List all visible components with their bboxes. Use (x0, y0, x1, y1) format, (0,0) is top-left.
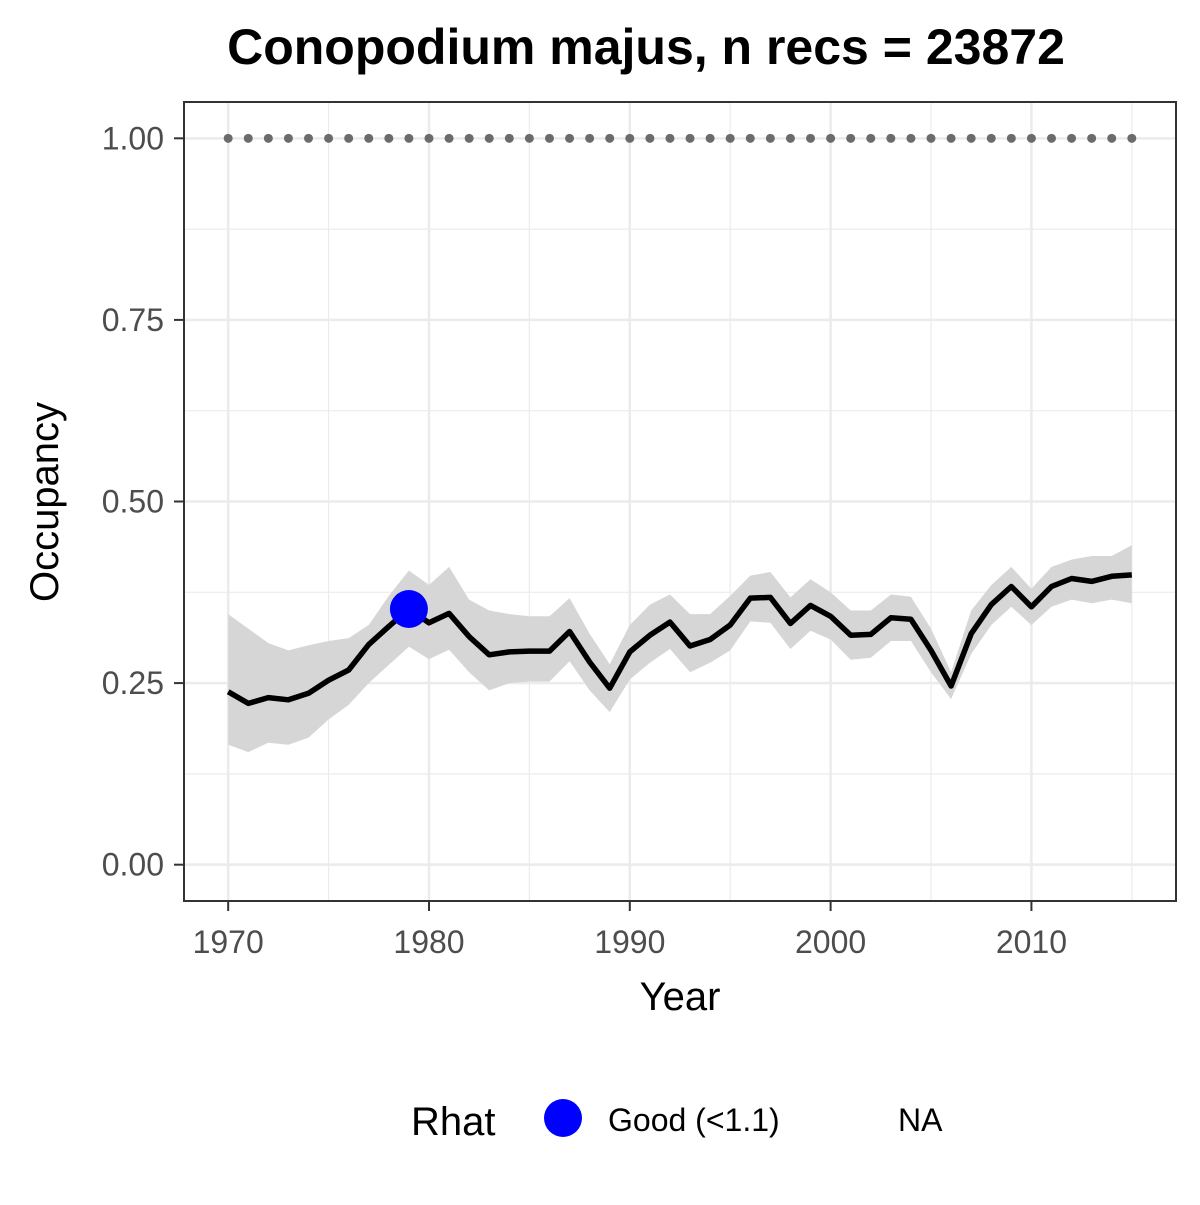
reference-dot (1087, 133, 1097, 143)
reference-dot (444, 133, 454, 143)
reference-dot (665, 133, 675, 143)
reference-dot (424, 133, 434, 143)
reference-dot (745, 133, 755, 143)
reference-dot (946, 133, 956, 143)
y-tick-label: 1.00 (102, 120, 164, 156)
reference-dot (886, 133, 896, 143)
reference-dot (404, 133, 414, 143)
reference-dot (765, 133, 775, 143)
reference-dot (645, 133, 655, 143)
reference-dot (1046, 133, 1056, 143)
reference-dot (263, 133, 273, 143)
reference-dot (986, 133, 996, 143)
x-tick-label: 1990 (594, 924, 665, 960)
x-axis-title: Year (640, 975, 721, 1019)
reference-dot (926, 133, 936, 143)
reference-dot (484, 133, 494, 143)
axis-layer: 0.00 0.25 0.50 0.75 1.00 1970 1980 1990 2000 2010 (102, 120, 1067, 960)
y-tick-label: 0.75 (102, 302, 164, 338)
reference-dot (585, 133, 595, 143)
reference-dot (725, 133, 735, 143)
reference-dot (785, 133, 795, 143)
reference-dot (504, 133, 514, 143)
y-tick-label: 0.25 (102, 665, 164, 701)
reference-dot (544, 133, 554, 143)
reference-dot (283, 133, 293, 143)
line-layer (226, 572, 1132, 707)
rhat-good-point (389, 590, 428, 629)
legend-label-good: Good (<1.1) (608, 1102, 780, 1138)
grid-layer (184, 102, 1176, 901)
reference-layer (223, 133, 1137, 143)
reference-dot (344, 133, 354, 143)
legend-title: Rhat (411, 1100, 496, 1144)
point-layer (389, 590, 428, 629)
reference-dot (464, 133, 474, 143)
reference-dot (866, 133, 876, 143)
reference-dot (324, 133, 334, 143)
reference-dot (1127, 133, 1137, 143)
y-axis-title: Occupancy (23, 402, 67, 602)
occupancy-line (226, 572, 1132, 707)
reference-dot (846, 133, 856, 143)
reference-dot (625, 133, 635, 143)
reference-dot (705, 133, 715, 143)
reference-dot (223, 133, 233, 143)
legend-label-na: NA (898, 1102, 943, 1138)
reference-dot (966, 133, 976, 143)
x-tick-label: 2010 (996, 924, 1067, 960)
credible-interval-ribbon (228, 545, 1132, 753)
x-tick-label: 1970 (193, 924, 264, 960)
reference-dot (826, 133, 836, 143)
y-tick-label: 0.00 (102, 847, 164, 883)
reference-dot (806, 133, 816, 143)
reference-dot (1026, 133, 1036, 143)
reference-dot (685, 133, 695, 143)
reference-dot (243, 133, 253, 143)
reference-dot (1067, 133, 1077, 143)
reference-dot (524, 133, 534, 143)
legend-key-good (544, 1099, 582, 1137)
reference-dot (906, 133, 916, 143)
reference-dot (1006, 133, 1016, 143)
reference-dot (384, 133, 394, 143)
reference-dot (304, 133, 314, 143)
legend: Rhat Good (<1.1) NA (411, 1099, 943, 1144)
x-tick-label: 1980 (393, 924, 464, 960)
ribbon-layer (228, 545, 1132, 753)
x-tick-label: 2000 (795, 924, 866, 960)
reference-dot (364, 133, 374, 143)
reference-dot (1107, 133, 1117, 143)
chart-title: Conopodium majus, n recs = 23872 (227, 19, 1065, 75)
y-tick-label: 0.50 (102, 484, 164, 520)
reference-dot (605, 133, 615, 143)
reference-dot (565, 133, 575, 143)
